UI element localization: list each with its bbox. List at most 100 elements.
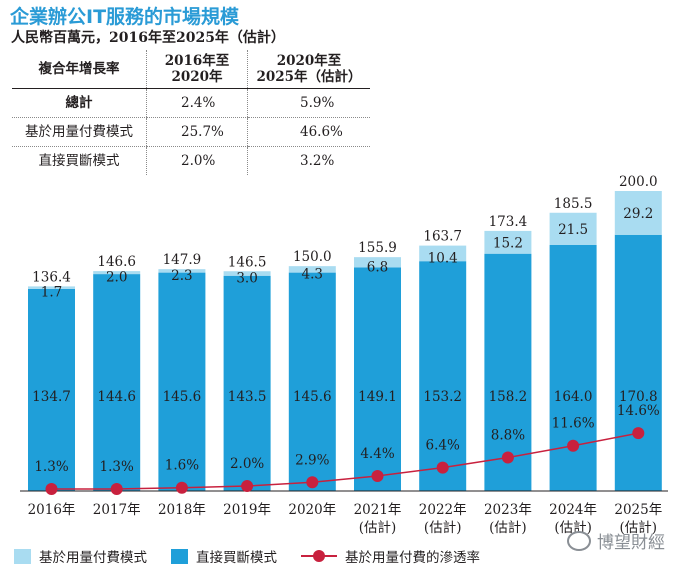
- bar-direct: [288, 272, 336, 491]
- bar-usage-label: 15.2: [493, 235, 523, 251]
- rate-label: 14.6%: [617, 403, 660, 419]
- bar-usage: [158, 269, 206, 273]
- x-tick-label-sub: (估計): [620, 520, 658, 536]
- watermark: 博望財經: [567, 528, 665, 553]
- bar-direct-label: 170.8: [619, 389, 658, 405]
- bar-usage: [354, 257, 401, 268]
- row-label: 直接買斷模式: [38, 153, 120, 169]
- bar-direct: [549, 245, 597, 491]
- bar-total-label: 150.0: [293, 249, 332, 265]
- x-tick-label: 2024年: [549, 502, 597, 518]
- legend-label-rate: 基於用量付費的滲透率: [345, 550, 480, 566]
- bar-usage-label: 1.7: [41, 285, 62, 301]
- bar-usage: [288, 266, 336, 273]
- bar-usage-label: 6.8: [367, 259, 388, 275]
- x-tick-label: 2022年: [419, 502, 467, 518]
- chart-legend: 基於用量付費模式 直接買斷模式 基於用量付費的滲透率: [14, 545, 504, 567]
- rate-point: [110, 483, 123, 495]
- rate-point: [371, 469, 384, 482]
- rate-label: 1.3%: [100, 459, 134, 475]
- legend-label-direct: 直接買斷模式: [196, 550, 277, 566]
- rate-point: [241, 480, 254, 493]
- bar-total-label: 146.5: [228, 254, 267, 270]
- stacked-bar-chart: 136.41.7 134.7 2016年 146.62.0 144.6 2017年 147.…: [20, 174, 668, 536]
- bar-usage: [549, 212, 597, 245]
- x-tick-label-sub: (估計): [359, 520, 397, 536]
- rate-point: [632, 427, 645, 440]
- bar-usage: [28, 286, 75, 289]
- rate-point: [501, 451, 514, 464]
- rate-label: 1.3%: [34, 459, 68, 475]
- row-value-2016-2020: 2.4%: [146, 88, 248, 118]
- legend-label-usage: 基於用量付費模式: [39, 550, 147, 566]
- legend-item-direct: 直接買斷模式: [171, 546, 277, 566]
- x-tick-label-sub: (估計): [489, 520, 527, 536]
- bar-usage: [484, 230, 532, 254]
- bar-total-label: 147.9: [163, 252, 202, 268]
- bar-usage: [614, 191, 662, 235]
- bar-direct-label: 149.1: [358, 389, 397, 405]
- watermark-text: 博望財經: [597, 533, 665, 553]
- bar-usage: [419, 245, 467, 262]
- legend-item-usage: 基於用量付費模式: [14, 546, 147, 566]
- bar-total-label: 136.4: [32, 269, 71, 285]
- rate-point: [306, 476, 319, 489]
- bar-direct: [614, 234, 662, 492]
- bar-direct: [419, 261, 467, 491]
- bar-usage-label: 4.3: [302, 266, 323, 282]
- rate-label: 1.6%: [165, 458, 199, 474]
- bar-usage-label: 2.0: [106, 270, 127, 286]
- bar-direct: [354, 267, 401, 491]
- rate-point: [567, 439, 580, 452]
- bar-usage: [93, 271, 141, 275]
- cagr-header-period1: 2016年至 2020年: [146, 50, 248, 89]
- rate-point: [436, 461, 449, 474]
- bar-usage-label: 2.3: [171, 268, 192, 284]
- rate-point: [45, 483, 58, 495]
- x-tick-label: 2019年: [223, 502, 271, 518]
- bar-usage-label: 21.5: [558, 222, 588, 238]
- bar-direct-label: 144.6: [97, 389, 136, 405]
- table-row: 基於用量付費模式 25.7% 46.6%: [12, 117, 370, 147]
- bar-direct-label: 145.6: [163, 389, 202, 405]
- bar-direct: [158, 272, 206, 491]
- chart-subtitle: 人民幣百萬元，2016年至2025年（估計）: [11, 30, 285, 46]
- bar-direct: [223, 275, 271, 491]
- bar-direct: [484, 253, 532, 491]
- row-label: 基於用量付費模式: [12, 117, 147, 147]
- rate-line: [51, 432, 639, 490]
- bar-total-label: 173.4: [489, 214, 528, 230]
- bar-usage-label: 10.4: [428, 250, 458, 266]
- legend-swatch-direct: [171, 548, 188, 564]
- rate-label: 6.4%: [426, 438, 460, 454]
- bar-usage-label: 29.2: [623, 206, 653, 222]
- rate-label: 8.8%: [491, 428, 525, 444]
- bar-usage: [223, 271, 271, 276]
- bar-direct-label: 134.7: [32, 389, 71, 405]
- bar-direct: [28, 288, 75, 491]
- page-title: 企業辦公IT服務的市場規模: [10, 6, 240, 28]
- bar-direct-label: 164.0: [554, 389, 593, 405]
- cagr-header-period2: 2020年至 2025年（估計）: [247, 50, 370, 89]
- bar-direct-label: 145.6: [293, 389, 332, 405]
- x-tick-label: 2023年: [484, 502, 532, 518]
- row-value-2016-2020: 25.7%: [146, 117, 248, 147]
- x-tick-label: 2016年: [28, 502, 76, 518]
- bar-direct-label: 158.2: [489, 389, 528, 405]
- bar-total-label: 200.0: [619, 174, 658, 190]
- rate-label: 11.6%: [552, 416, 595, 432]
- table-row: 總計 2.4% 5.9%: [12, 88, 370, 118]
- row-value-2020-2025: 3.2%: [247, 146, 370, 175]
- table-row: 直接買斷模式 2.0% 3.2%: [12, 146, 370, 175]
- bar-total-label: 146.6: [97, 254, 136, 270]
- bar-direct: [93, 274, 141, 491]
- cagr-header: 複合年增長率: [12, 50, 147, 89]
- x-tick-label: 2021年: [354, 502, 402, 518]
- bar-direct-label: 153.2: [423, 389, 462, 405]
- row-label: 總計: [12, 88, 147, 118]
- bar-total-label: 185.5: [554, 196, 593, 212]
- x-tick-label: 2017年: [93, 502, 141, 518]
- x-tick-label-sub: (估計): [424, 520, 462, 536]
- x-tick-label: 2020年: [288, 502, 336, 518]
- rate-label: 4.4%: [360, 446, 394, 462]
